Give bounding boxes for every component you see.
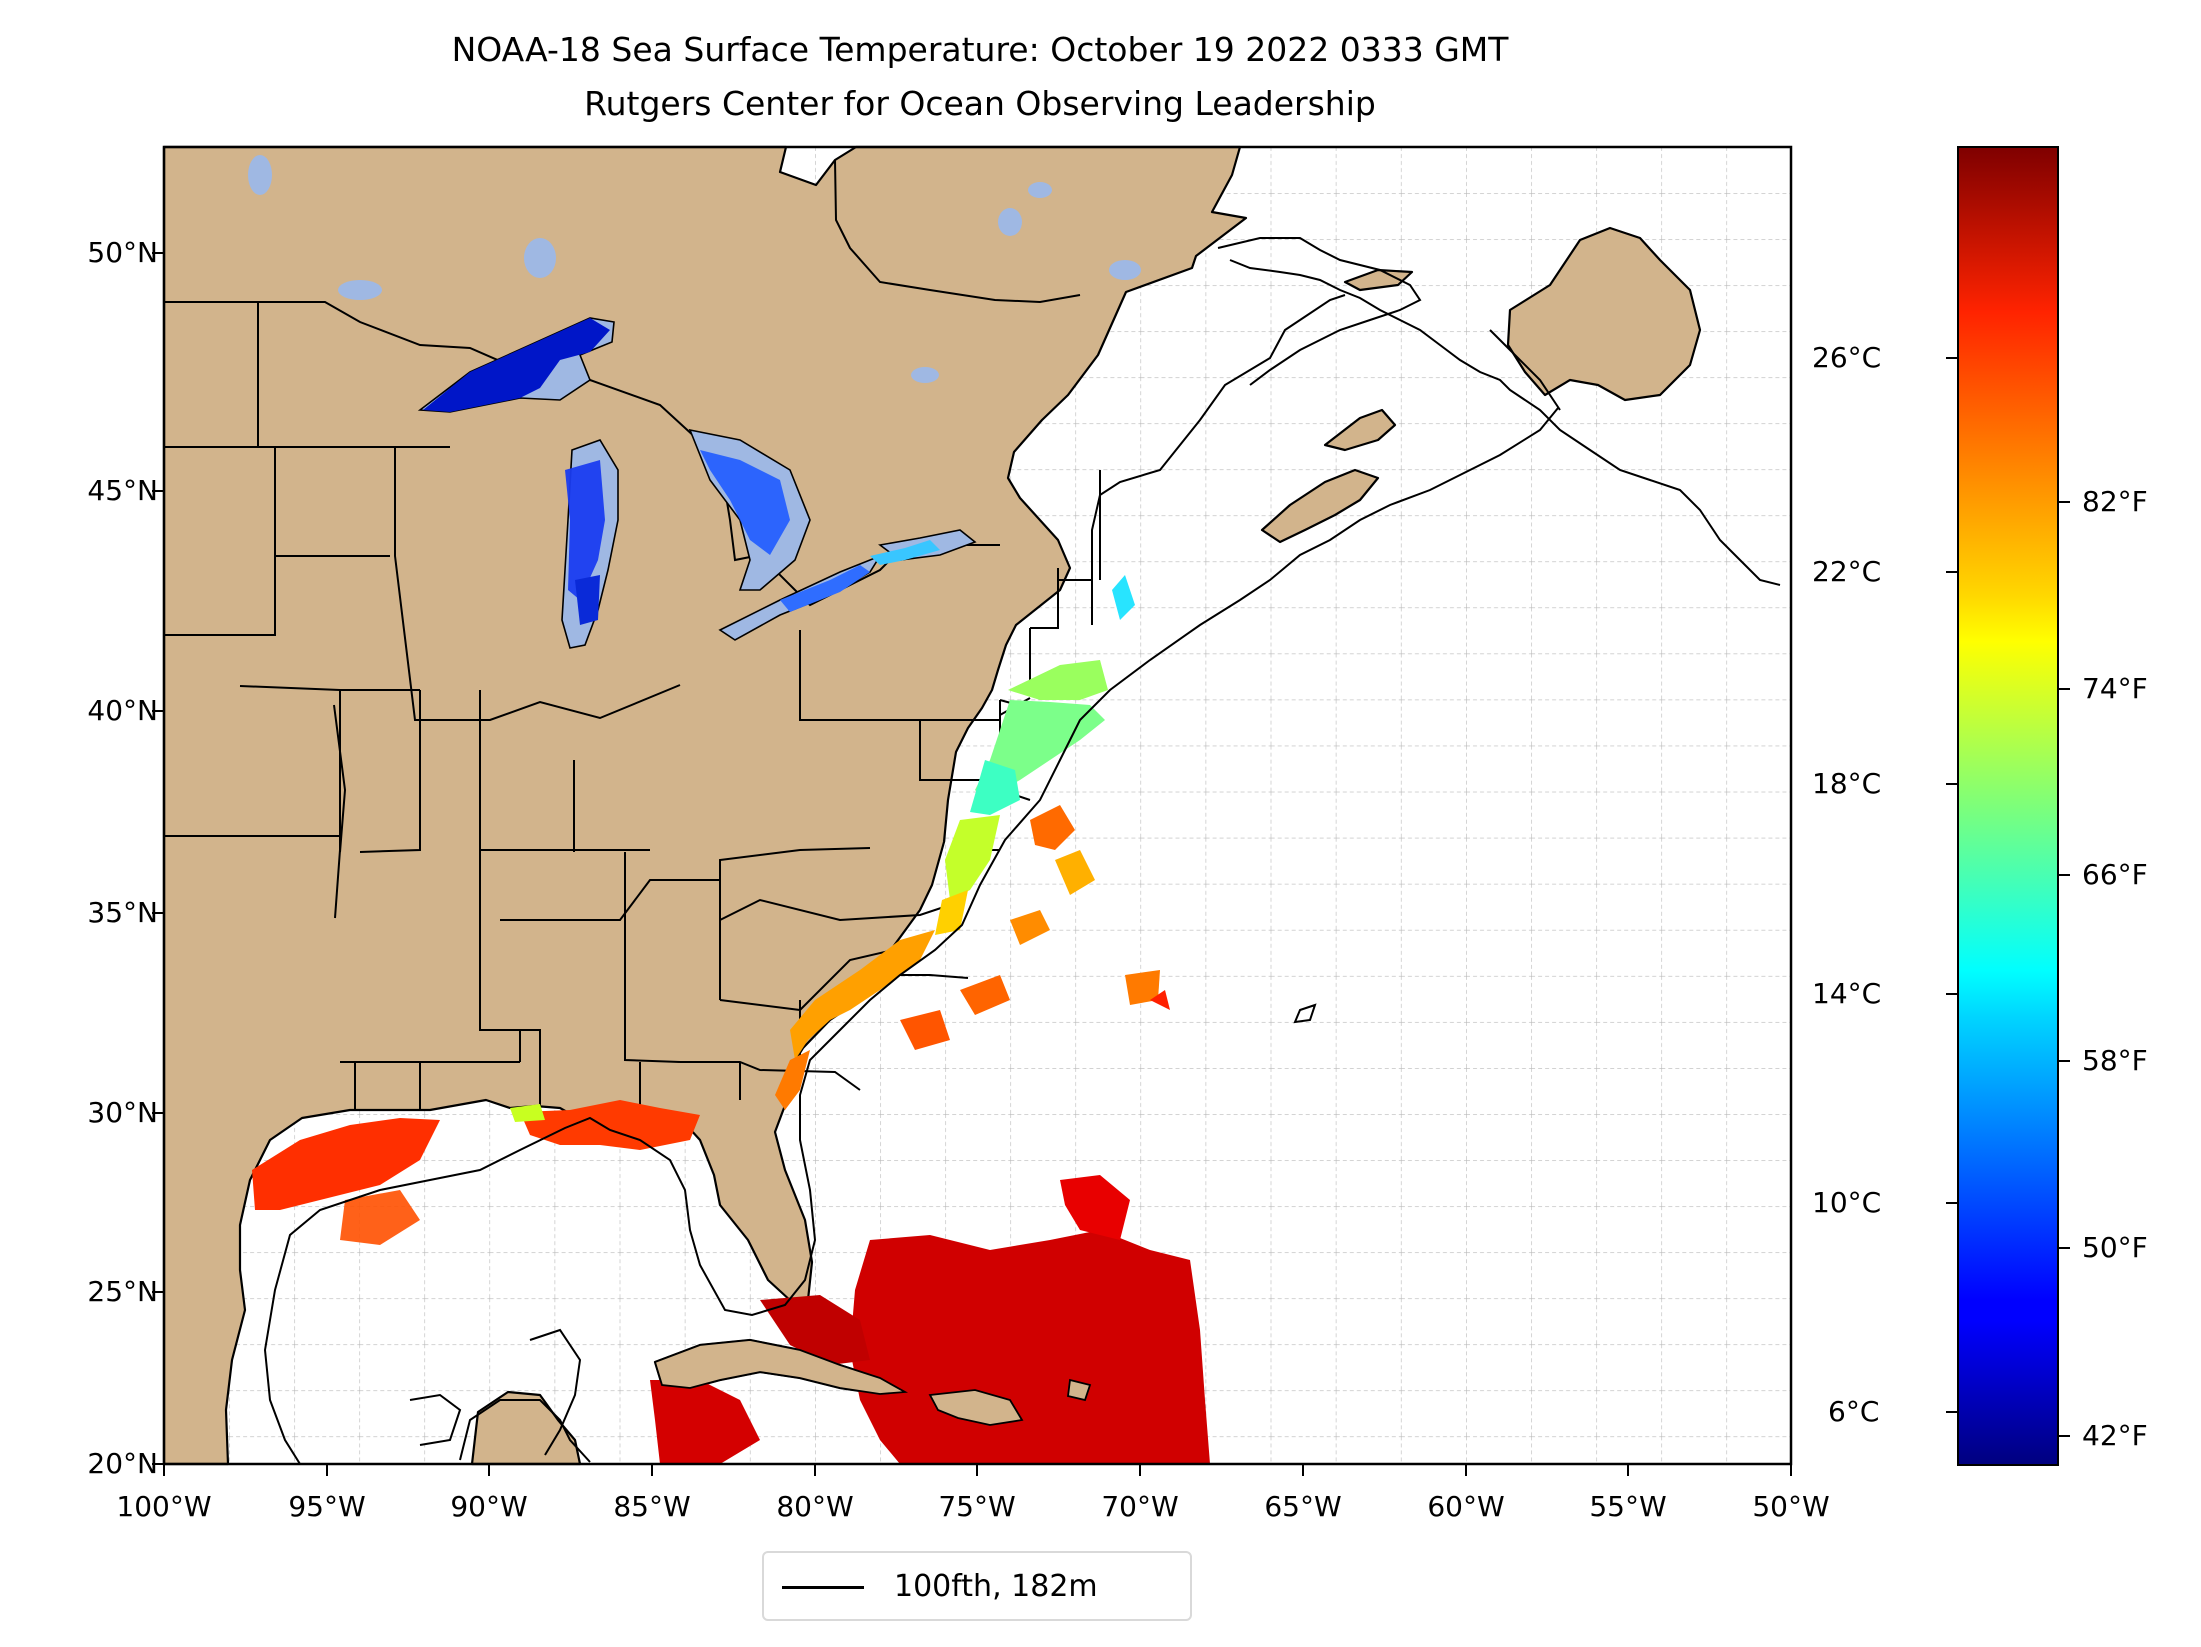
colorbar-label-6c: 6°C bbox=[1828, 1395, 1880, 1428]
colorbar-label-18c: 18°C bbox=[1812, 767, 1882, 800]
colorbar-label-14c: 14°C bbox=[1812, 977, 1882, 1010]
legend: 100fth, 182m bbox=[762, 1551, 1192, 1621]
colorbar-label-22c: 22°C bbox=[1812, 555, 1882, 588]
colorbar-label-58f: 58°F bbox=[2082, 1044, 2148, 1077]
isobath-100fth bbox=[263, 237, 1781, 1465]
colorbar-label-42f: 42°F bbox=[2082, 1419, 2148, 1452]
lon-label-100w: 100°W bbox=[116, 1490, 212, 1523]
lat-label-50n: 50°N bbox=[87, 236, 158, 269]
lon-label-85w: 85°W bbox=[613, 1490, 691, 1523]
colorbar-label-50f: 50°F bbox=[2082, 1231, 2148, 1264]
yucatan-land bbox=[470, 1390, 582, 1466]
lon-label-80w: 80°W bbox=[776, 1490, 854, 1523]
lon-label-75w: 75°W bbox=[938, 1490, 1016, 1523]
legend-line-swatch bbox=[782, 1586, 864, 1589]
colorbar-label-74f: 74°F bbox=[2082, 672, 2148, 705]
pei-cape-breton-land bbox=[1323, 408, 1397, 452]
north-america-land bbox=[162, 145, 1248, 1466]
lat-label-35n: 35°N bbox=[87, 896, 158, 929]
colorbar-label-10c: 10°C bbox=[1812, 1186, 1882, 1219]
lon-label-65w: 65°W bbox=[1264, 1490, 1342, 1523]
small-lakes bbox=[248, 155, 1141, 390]
nova-scotia-land bbox=[1260, 468, 1380, 544]
lat-label-30n: 30°N bbox=[87, 1096, 158, 1129]
lat-label-45n: 45°N bbox=[87, 474, 158, 507]
lat-label-25n: 25°N bbox=[87, 1275, 158, 1308]
map-title: NOAA-18 Sea Surface Temperature: October… bbox=[451, 30, 1509, 69]
lon-label-60w: 60°W bbox=[1427, 1490, 1505, 1523]
anticosti-land bbox=[1343, 268, 1414, 292]
lon-label-55w: 55°W bbox=[1589, 1490, 1667, 1523]
colorbar bbox=[1957, 146, 2059, 1466]
lon-label-50w: 50°W bbox=[1752, 1490, 1830, 1523]
legend-label: 100fth, 182m bbox=[894, 1569, 1098, 1604]
political-borders bbox=[164, 159, 1346, 1110]
sst-data bbox=[252, 318, 1210, 1464]
colorbar-label-26c: 26°C bbox=[1812, 341, 1882, 374]
lon-label-70w: 70°W bbox=[1101, 1490, 1179, 1523]
map-subtitle: Rutgers Center for Ocean Observing Leade… bbox=[584, 84, 1376, 123]
newfoundland-land bbox=[1506, 226, 1702, 402]
lat-label-40n: 40°N bbox=[87, 694, 158, 727]
colorbar-label-66f: 66°F bbox=[2082, 858, 2148, 891]
colorbar-label-82f: 82°F bbox=[2082, 485, 2148, 518]
lon-label-90w: 90°W bbox=[450, 1490, 528, 1523]
lat-label-20n: 20°N bbox=[87, 1447, 158, 1480]
lon-label-95w: 95°W bbox=[288, 1490, 366, 1523]
